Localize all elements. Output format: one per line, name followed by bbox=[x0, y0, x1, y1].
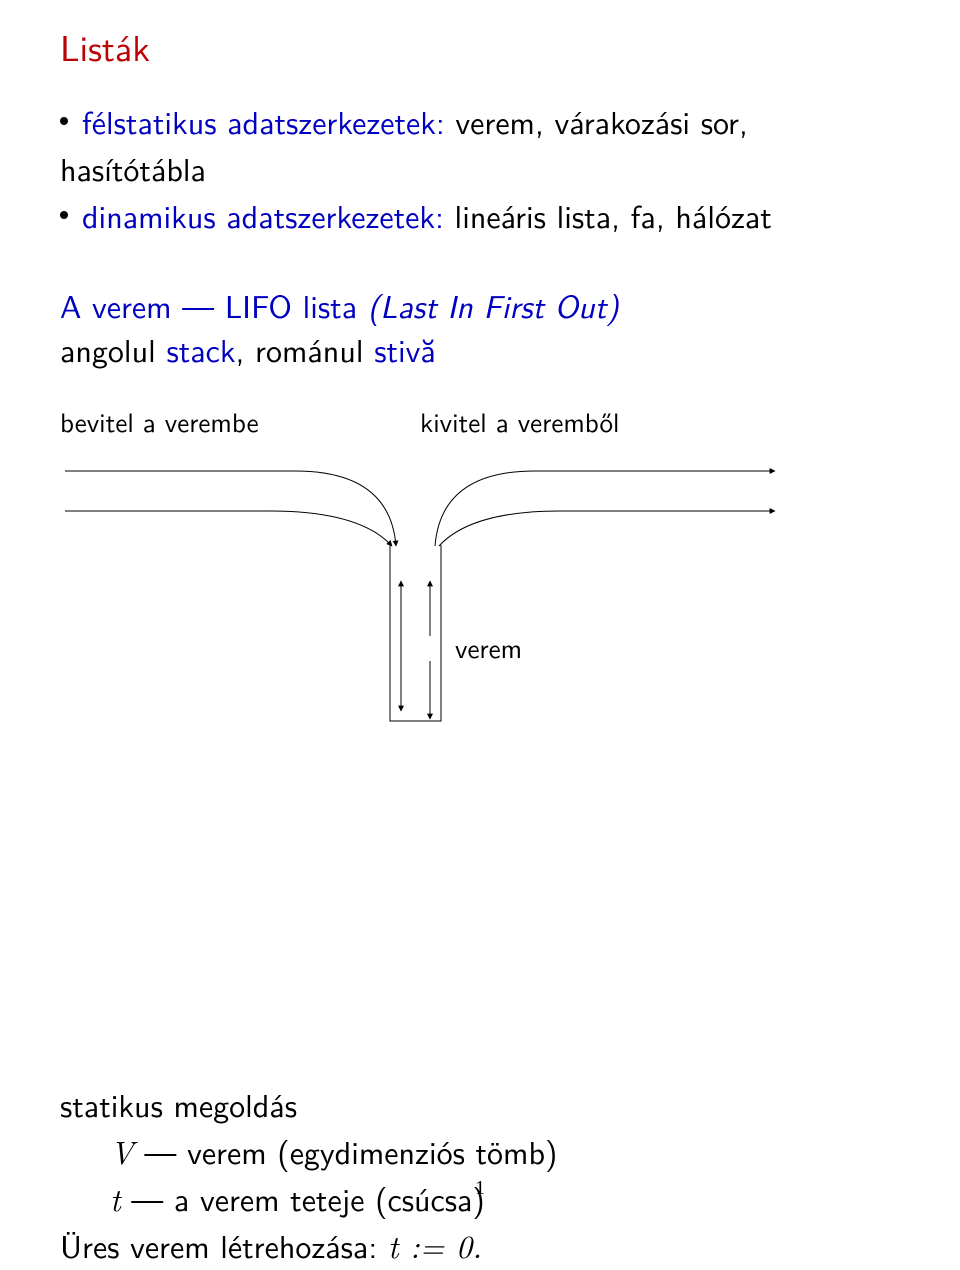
bullet-item: félstatikus adatszerkezetek: verem, vára… bbox=[60, 99, 900, 142]
static-solution-section: statikus megoldás V — verem (egydimenzió… bbox=[60, 1081, 900, 1270]
static-line1: V — verem (egydimenziós tömb) bbox=[60, 1128, 900, 1175]
diagram-labels-row: bevitel a verembe kivitel a veremből bbox=[60, 402, 900, 441]
page: Listák félstatikus adatszerkezetek: vere… bbox=[0, 0, 960, 1222]
bullet-rest-text: verem, várakozási sor, bbox=[455, 97, 747, 144]
lifo-heading-line1: A verem — LIFO lista (Last In First Out) bbox=[60, 283, 900, 328]
page-title: Listák bbox=[60, 20, 900, 73]
bullet-headword: félstatikus adatszerkezetek: bbox=[82, 97, 445, 144]
lifo-stack: stack bbox=[166, 325, 235, 372]
lifo-italic: (Last In First Out) bbox=[368, 281, 619, 328]
lifo-line2-pre: angolul bbox=[60, 325, 166, 372]
bullet-text: dinamikus adatszerkezetek: lineáris list… bbox=[82, 193, 772, 236]
stack-inside-label: verem bbox=[455, 628, 522, 667]
page-number: 1 bbox=[0, 1177, 960, 1200]
static-line3: Üres verem létrehozása: t := 0. bbox=[60, 1222, 900, 1269]
lifo-pre: A verem — LIFO lista bbox=[60, 281, 368, 328]
bullet-headword: dinamikus adatszerkezetek: bbox=[82, 191, 444, 238]
static-line3-math: t := 0. bbox=[388, 1223, 482, 1268]
diagram-left-label: bevitel a verembe bbox=[60, 402, 420, 441]
bullet-dot-icon bbox=[60, 211, 68, 219]
bullet-rest-text: lineáris lista, fa, hálózat bbox=[455, 191, 772, 238]
stack-diagram: verem bbox=[60, 441, 900, 741]
var-V: V bbox=[110, 1129, 134, 1174]
bullet-continuation: hasítótábla bbox=[60, 146, 900, 189]
static-line3-pre: Üres verem létrehozása: bbox=[60, 1221, 388, 1268]
lifo-stiva: stivă bbox=[374, 325, 436, 372]
lifo-heading-line2: angolul stack, románul stivă bbox=[60, 327, 900, 372]
lifo-mid: , románul bbox=[236, 325, 375, 372]
static-heading: statikus megoldás bbox=[60, 1081, 900, 1127]
bullet-dot-icon bbox=[60, 117, 68, 125]
spacer bbox=[60, 241, 900, 283]
static-line1-rest: — verem (egydimenziós tömb) bbox=[134, 1127, 558, 1174]
stack-diagram-svg bbox=[60, 441, 780, 741]
bullet-item: dinamikus adatszerkezetek: lineáris list… bbox=[60, 193, 900, 236]
bullet-text: félstatikus adatszerkezetek: verem, vára… bbox=[82, 99, 748, 142]
diagram-right-label: kivitel a veremből bbox=[420, 402, 619, 441]
